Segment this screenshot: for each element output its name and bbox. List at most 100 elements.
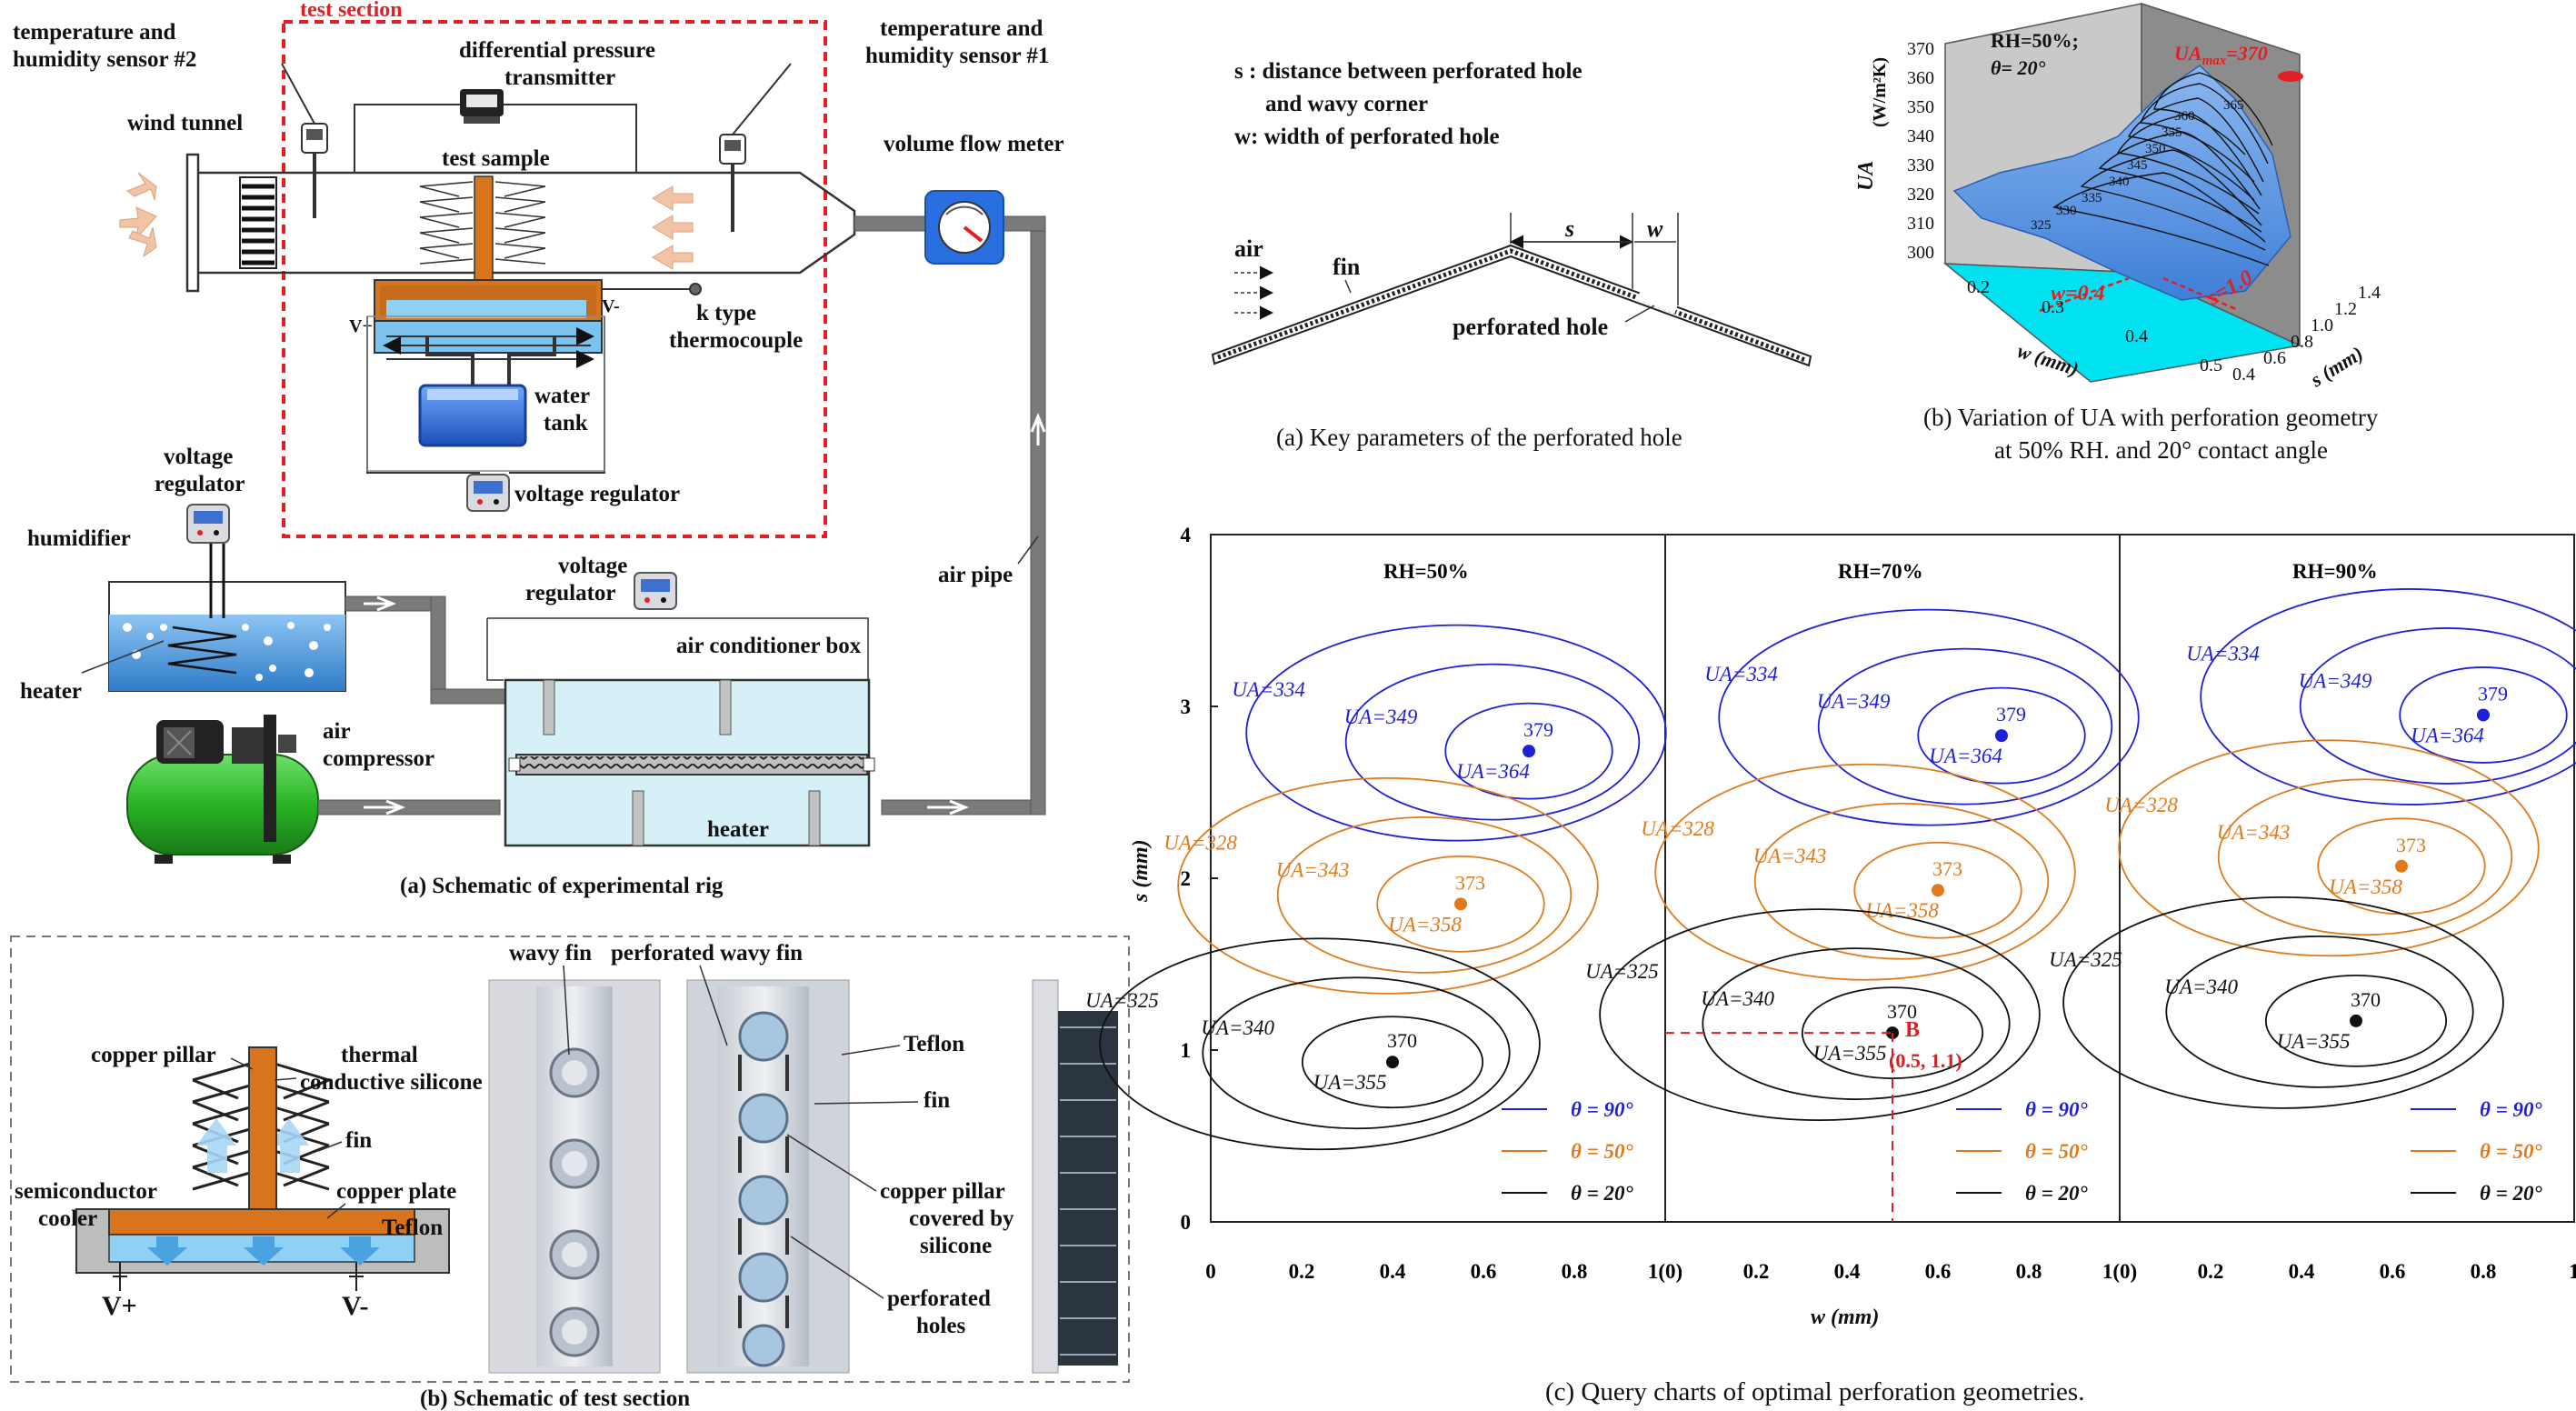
fin-label: fin (1333, 254, 1361, 280)
legend-label: θ = 90° (2025, 1098, 2089, 1121)
contour-label: UA=343 (2217, 821, 2291, 844)
k-type-label-2: thermocouple (669, 328, 803, 353)
contour-theta20-level-1 (2165, 935, 2474, 1088)
x-tick-label: 0.2 (1743, 1260, 1770, 1283)
svg-text:310: 310 (1907, 214, 1934, 234)
copper-covered-label-1: copper pillar (880, 1179, 1005, 1204)
contour-label: UA=334 (1232, 678, 1305, 701)
contour-theta50-level-0 (1376, 855, 1545, 953)
y-tick-label: 3 (1181, 695, 1192, 718)
contour-xlabel: w (mm) (1811, 1306, 1879, 1329)
air-pipe-label: air pipe (938, 563, 1013, 587)
section-v-minus: V- (342, 1291, 368, 1321)
dp-label-1: differential pressure (459, 38, 655, 63)
photo-fin-label: fin (924, 1088, 950, 1113)
contour-theta90-level-0 (2399, 666, 2568, 764)
sensor1-label-2: humidity sensor #1 (865, 44, 1049, 68)
copper-pillar-rig (474, 175, 494, 286)
x-tick-label: 0.6 (1925, 1260, 1952, 1283)
air-conditioner-box-label: air conditioner box (676, 634, 862, 658)
inflow-arrows (652, 185, 694, 270)
key-params-caption: (a) Key parameters of the perforated hol… (1276, 424, 1682, 451)
peak-label: 373 (1932, 857, 1962, 880)
surface-theta: θ= 20° (1991, 56, 2045, 79)
x-tick-label: 1 (2569, 1260, 2576, 1283)
contour-theta20-level-0 (2264, 974, 2448, 1067)
contour-theta20-level-1 (1202, 976, 1511, 1130)
contour-label: UA=364 (1456, 760, 1530, 783)
x-tick-label: 0.4 (2289, 1260, 2315, 1283)
svg-text:0.8: 0.8 (2291, 332, 2313, 352)
peak-label: 370 (1887, 1000, 1917, 1023)
svg-text:0.4: 0.4 (2232, 365, 2255, 385)
voltage-regulator-left-label-2: regulator (155, 472, 245, 496)
contour-theta20-level-2 (1099, 937, 1541, 1151)
y-tick-label: 0 (1181, 1211, 1192, 1234)
peak-point-theta20 (2350, 1014, 2362, 1027)
heater-box-label: heater (707, 817, 769, 842)
x-tick-label: 0.8 (1562, 1260, 1588, 1283)
surface-w-marker: w=0.4 (2051, 282, 2105, 305)
contour-label: UA=349 (1344, 706, 1418, 728)
v-minus-rig: V- (602, 296, 620, 316)
test-section-label: test section (300, 0, 403, 22)
contour-theta90-level-2 (1245, 624, 1667, 842)
voltage-regulator-inline-icon (466, 474, 510, 512)
contour-label: UA=334 (2186, 642, 2260, 665)
x-tick-label: 0.2 (2198, 1260, 2224, 1283)
section-thermal-label-2: conductive silicone (300, 1070, 483, 1095)
section-thermal-label-1: thermal (341, 1043, 418, 1067)
sensor2-label-1: temperature and (13, 20, 175, 45)
voltage-regulator-mid-icon (634, 572, 677, 610)
sensor2-label-2: humidity sensor #2 (13, 47, 196, 72)
contour-chart: 0 1 2 3 4 RH=50% 0 0.2 0.4 0.6 0.8 UA=364 UA=349 UA=3… (1085, 524, 2576, 1283)
humidifier (108, 544, 346, 692)
copper-covered-label-2: covered by (909, 1206, 1014, 1231)
section-v-plus: V+ (102, 1291, 137, 1321)
legend-label: θ = 90° (2480, 1098, 2543, 1121)
contour-theta20-level-0 (1801, 986, 1984, 1079)
legend-label: θ = 90° (1571, 1098, 1634, 1121)
peak-label: 373 (2396, 834, 2426, 856)
svg-text:340: 340 (2109, 175, 2130, 189)
contour-label: UA=355 (1313, 1071, 1387, 1094)
contour-label: UA=364 (1929, 745, 2002, 767)
perforated-holes-label-1: perforated (887, 1286, 991, 1311)
contour-theta90-level-2 (2200, 588, 2576, 806)
dp-transmitter (460, 89, 504, 124)
voltage-regulator-left-icon (186, 504, 230, 544)
svg-text:350: 350 (2145, 142, 2166, 156)
contour-ylabel: s (mm) (1129, 839, 1153, 903)
key-parameters: s : distance between perforated hole and… (1211, 59, 1812, 451)
peak-label: 370 (2351, 988, 2381, 1011)
perforated-hole-label: perforated hole (1453, 314, 1608, 340)
sensor1-label-1: temperature and (880, 16, 1043, 41)
surface-w-ticks: 0.2 0.3 0.4 0.5 (1967, 277, 2222, 375)
contour-theta50-level-2 (1177, 776, 1599, 995)
svg-text:330: 330 (1907, 155, 1934, 175)
contour-label: UA=343 (1753, 845, 1827, 867)
wavy-fin-label: wavy fin (509, 941, 592, 966)
contour-theta90-level-1 (2299, 627, 2576, 785)
voltage-regulator-inline-label: voltage regulator (514, 482, 680, 506)
humidity-sensor-1 (719, 134, 746, 232)
legend-label: θ = 20° (1571, 1182, 1634, 1205)
photo-side-view (1032, 979, 1118, 1374)
peak-label: 373 (1455, 871, 1485, 894)
k-type-label-1: k type (696, 301, 756, 325)
w-def: w: width of perforated hole (1234, 125, 1500, 149)
photo-wavy-fin (488, 979, 661, 1374)
photo-teflon-label: Teflon (904, 1032, 964, 1056)
contour-label: UA=325 (2049, 948, 2122, 971)
humidity-sensor-2 (301, 123, 328, 218)
voltage-regulator-left-label-1: voltage (164, 445, 233, 469)
contour-label: UA=349 (2299, 669, 2372, 692)
svg-text:355: 355 (2162, 125, 2182, 140)
x-tick-label: 1(0) (1648, 1260, 1682, 1283)
honeycomb-screen (239, 176, 277, 269)
peak-point-theta20 (1386, 1056, 1399, 1069)
s-label: s (1564, 215, 1574, 242)
x-tick-label: 1(0) (2102, 1260, 2137, 1283)
peak-point-theta50 (1932, 884, 1944, 897)
